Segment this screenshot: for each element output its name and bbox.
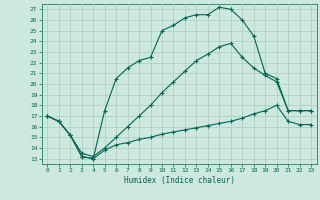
X-axis label: Humidex (Indice chaleur): Humidex (Indice chaleur) [124,176,235,185]
